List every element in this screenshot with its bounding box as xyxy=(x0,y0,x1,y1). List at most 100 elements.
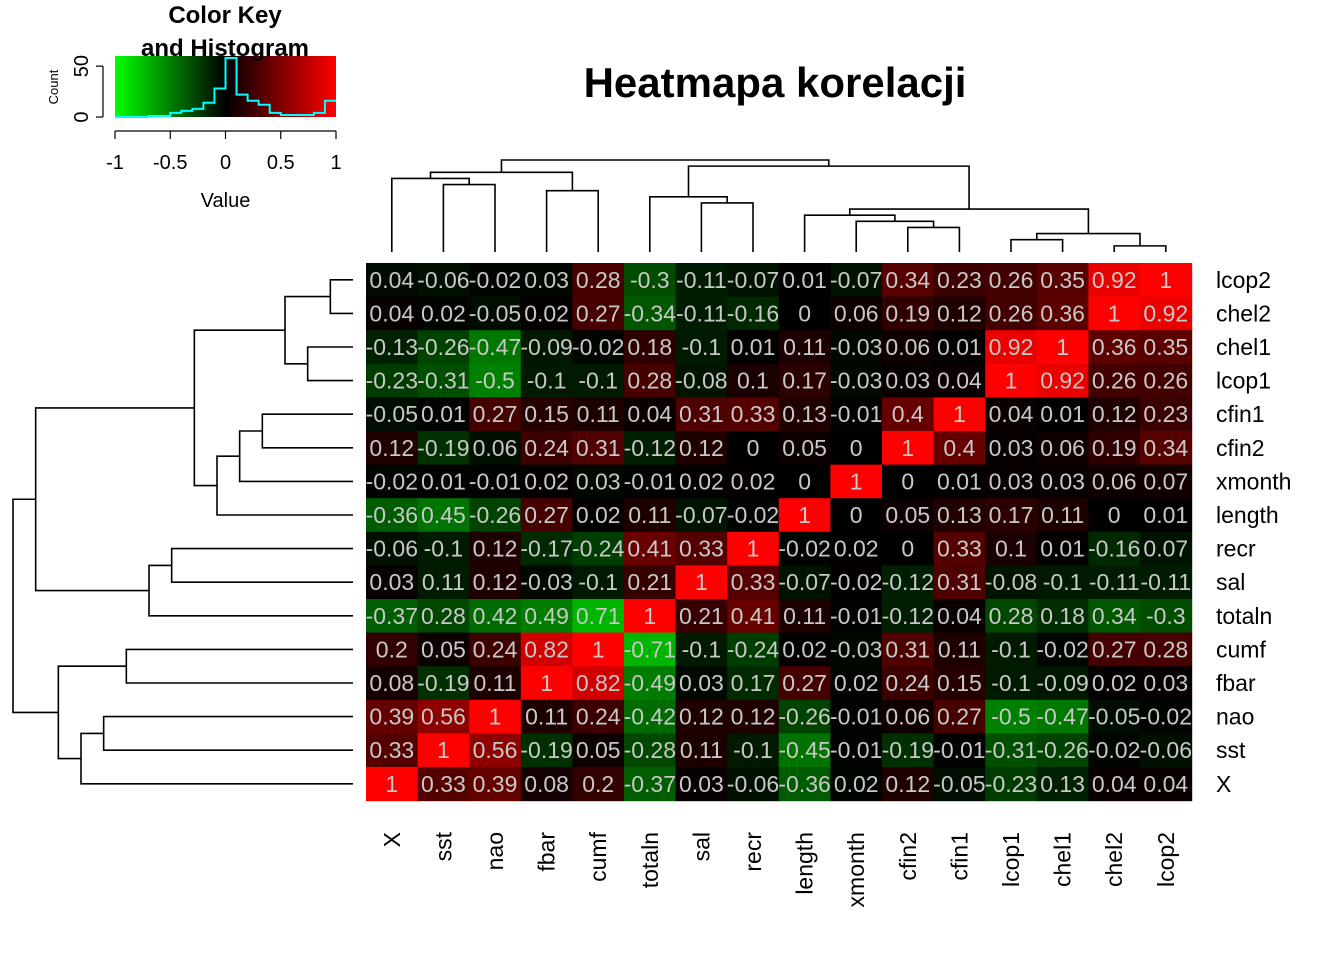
cell-value-label: 0.82 xyxy=(576,670,621,696)
heatmap-cell xyxy=(417,666,470,701)
cell-value-label: 0.17 xyxy=(731,670,776,696)
cell-value-label: 0.04 xyxy=(937,368,982,394)
cell-value-label: 0.15 xyxy=(937,670,982,696)
heatmap-cell xyxy=(985,464,1038,499)
cell-value-label: -0.71 xyxy=(624,636,676,662)
heatmap-cell xyxy=(469,699,522,734)
cell-value-label: -0.49 xyxy=(624,670,676,696)
heatmap-cell xyxy=(520,296,573,331)
cell-value-label: -0.26 xyxy=(778,704,830,730)
cell-value-label: 0.04 xyxy=(627,401,672,427)
cell-value-label: 0.01 xyxy=(421,468,466,494)
column-label: nao xyxy=(482,832,508,870)
cell-value-label: 0.02 xyxy=(782,636,827,662)
cell-value-label: 0.27 xyxy=(524,502,569,528)
cell-value-label: 0.02 xyxy=(679,468,724,494)
dendrogram-link xyxy=(148,564,353,617)
heatmap-cell xyxy=(985,330,1038,365)
heatmap-cell xyxy=(572,296,625,331)
heatmap-cell xyxy=(366,733,419,768)
cell-value-label: 1 xyxy=(953,401,966,427)
cell-value-label: -0.11 xyxy=(676,267,727,293)
cell-value-label: 0.04 xyxy=(369,300,414,326)
cell-value-label: -0.06 xyxy=(727,771,779,797)
cell-value-label: 0.03 xyxy=(576,468,621,494)
heatmap-cell xyxy=(830,666,883,701)
cell-value-label: 0.02 xyxy=(524,468,569,494)
cell-value-label: -0.07 xyxy=(778,569,830,595)
heatmap-cell xyxy=(1036,363,1089,398)
cell-value-label: -0.1 xyxy=(578,368,618,394)
heatmap-cell xyxy=(1140,666,1193,701)
heatmap-cell xyxy=(572,464,625,499)
heatmap-cell xyxy=(1088,632,1141,667)
heatmap-cell xyxy=(1140,330,1193,365)
cell-value-label: 0.12 xyxy=(731,704,776,730)
cell-value-label: 0.2 xyxy=(376,636,408,662)
heatmap-cell xyxy=(417,431,470,466)
cell-value-label: -0.02 xyxy=(830,569,882,595)
heatmap-cell xyxy=(778,767,831,802)
column-label: chel2 xyxy=(1101,832,1127,887)
heatmap-cell xyxy=(675,263,728,298)
cell-value-label: 0 xyxy=(850,435,863,461)
heatmap-cell xyxy=(830,263,883,298)
cell-value-label: 0.12 xyxy=(679,704,724,730)
cell-value-label: 0.45 xyxy=(421,502,466,528)
cell-value-label: -0.19 xyxy=(417,435,469,461)
heatmap-cell xyxy=(778,632,831,667)
heatmap-cell xyxy=(727,397,780,432)
heatmap-cell xyxy=(572,767,625,802)
column-label: recr xyxy=(740,832,766,872)
heatmap-cell xyxy=(624,498,677,533)
heatmap-cell xyxy=(572,565,625,600)
heatmap-cell xyxy=(520,363,573,398)
cell-value-label: -0.05 xyxy=(366,401,418,427)
chart-title: Heatmapa korelacji xyxy=(584,59,967,106)
cell-value-label: -0.07 xyxy=(727,267,779,293)
cell-value-label: 0.01 xyxy=(731,334,776,360)
heatmap-cell xyxy=(520,464,573,499)
cell-value-label: 0 xyxy=(747,435,760,461)
cell-value-label: -0.19 xyxy=(882,737,934,763)
heatmap-cell xyxy=(675,599,728,634)
heatmap-cell xyxy=(778,498,831,533)
heatmap-cell xyxy=(675,666,728,701)
cell-value-label: 0.31 xyxy=(937,569,982,595)
heatmap-cell xyxy=(675,431,728,466)
cell-value-label: -0.3 xyxy=(1146,603,1186,629)
row-label: cumf xyxy=(1216,636,1266,662)
heatmap-cell xyxy=(933,464,986,499)
cell-value-label: 1 xyxy=(437,737,450,763)
heatmap-cell xyxy=(933,666,986,701)
heatmap-cell xyxy=(778,565,831,600)
heatmap-cell xyxy=(727,632,780,667)
cell-value-label: -0.26 xyxy=(469,502,521,528)
heatmap-cell xyxy=(727,296,780,331)
cell-value-label: 0.2 xyxy=(582,771,614,797)
heatmap-cell xyxy=(1036,498,1089,533)
heatmap-cell xyxy=(417,263,470,298)
heatmap-cell xyxy=(727,498,780,533)
cell-value-label: 0.71 xyxy=(576,603,621,629)
dendrogram-link xyxy=(306,346,353,382)
column-label: lcop1 xyxy=(998,832,1024,887)
dendrogram-link xyxy=(80,732,353,785)
heatmap-cell xyxy=(572,498,625,533)
cell-value-label: 0.23 xyxy=(1143,401,1188,427)
heatmap-cell xyxy=(830,498,883,533)
cell-value-label: 0.01 xyxy=(1143,502,1188,528)
cell-value-label: 0.12 xyxy=(885,771,930,797)
heatmap-cell xyxy=(624,565,677,600)
cell-value-label: 0.21 xyxy=(627,569,672,595)
cell-value-label: 0.06 xyxy=(885,704,930,730)
heatmap-cell xyxy=(882,330,935,365)
cell-value-label: -0.16 xyxy=(727,300,779,326)
heatmap-cell xyxy=(830,565,883,600)
heatmap-cell xyxy=(469,263,522,298)
heatmap-cell xyxy=(1140,263,1193,298)
cell-value-label: -0.02 xyxy=(778,536,830,562)
cell-value-label: -0.01 xyxy=(624,468,676,494)
cell-value-label: 0.01 xyxy=(782,267,827,293)
cell-value-label: 0.34 xyxy=(1092,603,1137,629)
